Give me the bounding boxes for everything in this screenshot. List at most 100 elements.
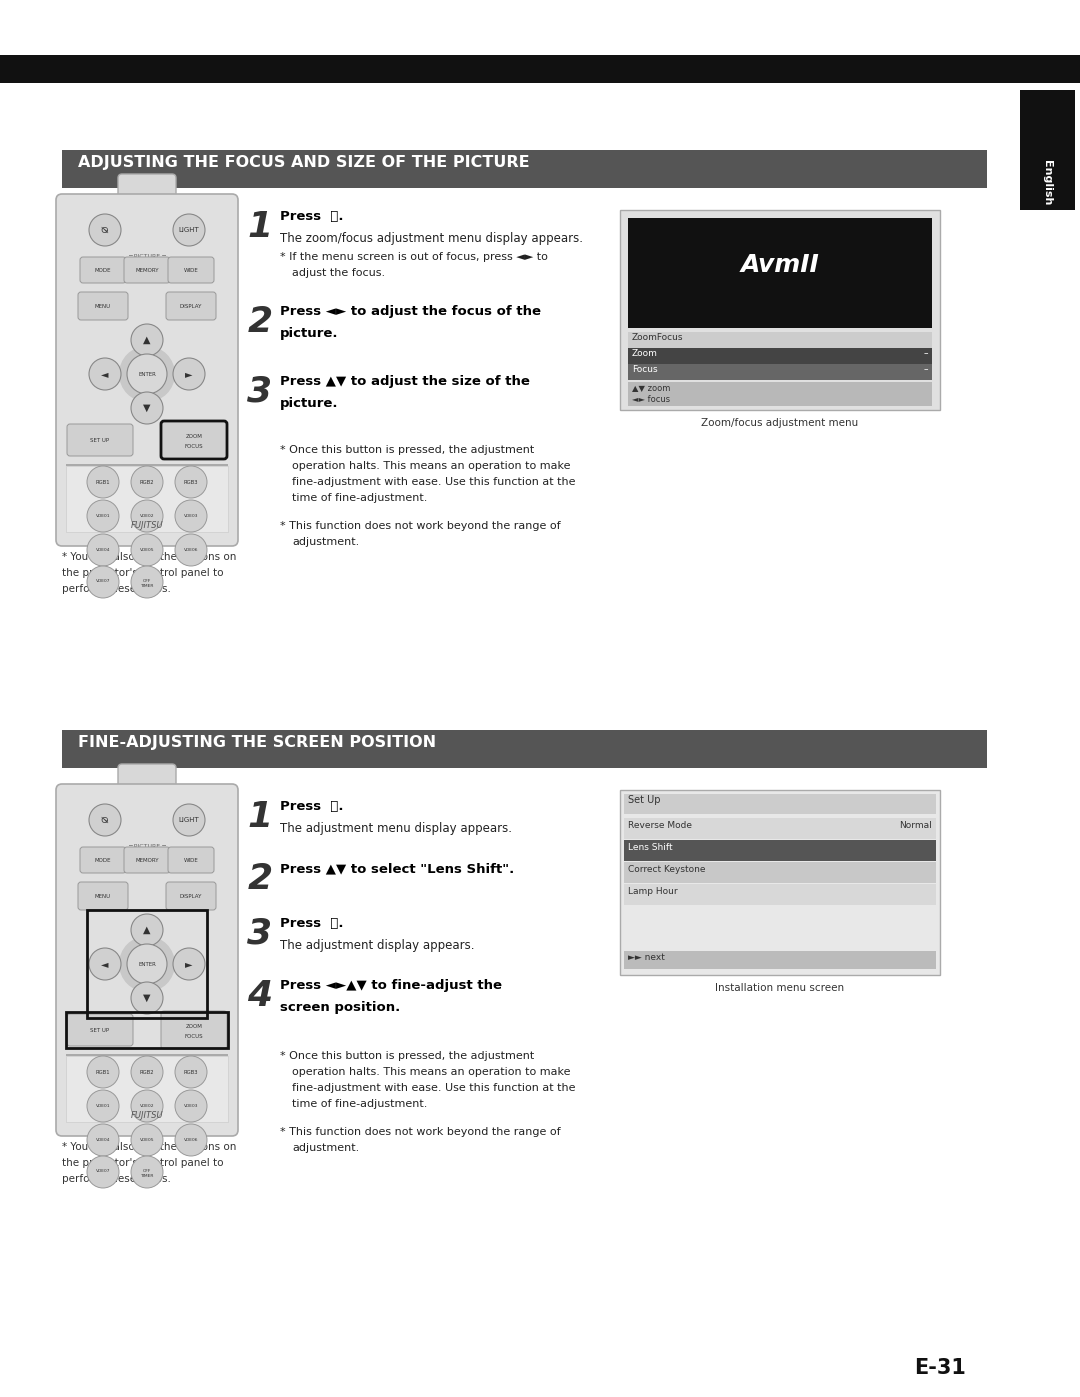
Text: Press  Ⓜ.: Press Ⓜ. [280, 800, 343, 813]
FancyBboxPatch shape [80, 257, 126, 284]
Circle shape [127, 353, 167, 394]
Text: perform these steps.: perform these steps. [62, 584, 171, 594]
FancyBboxPatch shape [67, 1014, 133, 1046]
Text: the projector's control panel to: the projector's control panel to [62, 1158, 224, 1168]
Text: RGB3: RGB3 [184, 1070, 199, 1074]
FancyBboxPatch shape [67, 425, 133, 455]
Text: RGB2: RGB2 [139, 479, 154, 485]
Text: * This function does not work beyond the range of: * This function does not work beyond the… [280, 1127, 561, 1137]
Text: MEMORY: MEMORY [135, 858, 159, 862]
Text: ►: ► [186, 958, 192, 970]
Text: * You can also use the buttons on: * You can also use the buttons on [62, 1141, 237, 1153]
FancyBboxPatch shape [124, 257, 170, 284]
Bar [627, 332, 932, 348]
Text: WIDE: WIDE [184, 858, 199, 862]
Text: Correct Keystone: Correct Keystone [627, 865, 705, 875]
Text: ᴓ: ᴓ [102, 225, 109, 235]
Text: Focus: Focus [632, 365, 658, 374]
Circle shape [89, 949, 121, 981]
Text: picture.: picture. [280, 397, 338, 409]
Text: VDE05: VDE05 [139, 548, 154, 552]
Text: perform these steps.: perform these steps. [62, 1173, 171, 1185]
Text: FUJITSU: FUJITSU [131, 1112, 163, 1120]
Text: fine-adjustment with ease. Use this function at the: fine-adjustment with ease. Use this func… [292, 476, 576, 488]
Text: * If the menu screen is out of focus, press ◄► to: * If the menu screen is out of focus, pr… [280, 251, 548, 263]
FancyBboxPatch shape [168, 257, 214, 284]
Circle shape [131, 1090, 163, 1122]
Text: Zoom/focus adjustment menu: Zoom/focus adjustment menu [701, 418, 859, 427]
Text: ENTER: ENTER [138, 372, 156, 377]
Bar [627, 381, 932, 407]
Text: Press ◄►▲▼ to fine-adjust the: Press ◄►▲▼ to fine-adjust the [280, 979, 502, 992]
Circle shape [131, 566, 163, 598]
Bar [627, 365, 932, 380]
Text: FOCUS: FOCUS [185, 1035, 203, 1039]
Text: ADJUSTING THE FOCUS AND SIZE OF THE PICTURE: ADJUSTING THE FOCUS AND SIZE OF THE PICT… [78, 155, 529, 170]
Circle shape [131, 534, 163, 566]
Circle shape [175, 1125, 207, 1155]
Text: VDE04: VDE04 [96, 548, 110, 552]
Circle shape [173, 949, 205, 981]
Text: FUJITSU: FUJITSU [131, 521, 163, 531]
Text: MODE: MODE [95, 858, 111, 862]
Text: LIGHT: LIGHT [178, 817, 200, 823]
Text: ZOOM: ZOOM [186, 1024, 202, 1028]
Text: ▼: ▼ [144, 402, 151, 414]
Text: ◄► focus: ◄► focus [632, 395, 670, 404]
Text: VDE02: VDE02 [139, 1104, 154, 1108]
Text: ─ PICTURE ─: ─ PICTURE ─ [129, 844, 166, 848]
Text: time of fine-adjustment.: time of fine-adjustment. [292, 1099, 428, 1109]
Text: ᴓ: ᴓ [102, 814, 109, 826]
Text: operation halts. This means an operation to make: operation halts. This means an operation… [292, 1067, 570, 1077]
Text: 3: 3 [247, 374, 272, 409]
Text: picture.: picture. [280, 327, 338, 339]
Circle shape [175, 467, 207, 497]
Text: The zoom/focus adjustment menu display appears.: The zoom/focus adjustment menu display a… [280, 232, 583, 244]
Circle shape [127, 944, 167, 983]
Text: ▲: ▲ [144, 925, 151, 935]
Circle shape [87, 1090, 119, 1122]
Circle shape [131, 500, 163, 532]
Circle shape [119, 936, 175, 992]
Text: VDE03: VDE03 [184, 514, 199, 518]
Text: Zoom: Zoom [632, 349, 658, 358]
FancyBboxPatch shape [166, 292, 216, 320]
Text: * This function does not work beyond the range of: * This function does not work beyond the… [280, 521, 561, 531]
Circle shape [175, 500, 207, 532]
Circle shape [89, 805, 121, 835]
Text: WIDE: WIDE [184, 267, 199, 272]
Bar [87, 909, 207, 1018]
Circle shape [119, 346, 175, 402]
Text: VDE06: VDE06 [184, 1139, 199, 1141]
Bar [66, 467, 228, 532]
Circle shape [175, 1090, 207, 1122]
Text: VDE01: VDE01 [96, 1104, 110, 1108]
Text: adjustment.: adjustment. [292, 536, 360, 548]
Text: OFF
TIMER: OFF TIMER [140, 578, 153, 588]
Text: ZoomFocus: ZoomFocus [632, 332, 684, 342]
Text: Press ▲▼ to adjust the size of the: Press ▲▼ to adjust the size of the [280, 374, 530, 388]
Text: RGB1: RGB1 [96, 479, 110, 485]
Text: Press  ⓻.: Press ⓻. [280, 210, 343, 224]
Text: 4: 4 [247, 979, 272, 1013]
FancyBboxPatch shape [168, 847, 214, 873]
FancyBboxPatch shape [56, 784, 238, 1136]
Text: VDE07: VDE07 [96, 1169, 110, 1173]
Text: 3: 3 [247, 916, 272, 951]
FancyBboxPatch shape [124, 847, 170, 873]
Text: RGB3: RGB3 [184, 479, 199, 485]
Text: Press  Ⓜ.: Press Ⓜ. [280, 916, 343, 930]
Text: The adjustment display appears.: The adjustment display appears. [280, 939, 474, 951]
Bar [624, 951, 936, 970]
Text: * You can also use the buttons on: * You can also use the buttons on [62, 552, 237, 562]
FancyBboxPatch shape [80, 847, 126, 873]
Circle shape [131, 1125, 163, 1155]
Bar [627, 218, 932, 328]
Circle shape [87, 566, 119, 598]
Text: fine-adjustment with ease. Use this function at the: fine-adjustment with ease. Use this func… [292, 1083, 576, 1092]
Text: Press ◄► to adjust the focus of the: Press ◄► to adjust the focus of the [280, 305, 541, 319]
Bar [66, 1056, 228, 1122]
FancyBboxPatch shape [78, 882, 129, 909]
Circle shape [131, 393, 163, 425]
Text: ZOOM: ZOOM [186, 433, 202, 439]
